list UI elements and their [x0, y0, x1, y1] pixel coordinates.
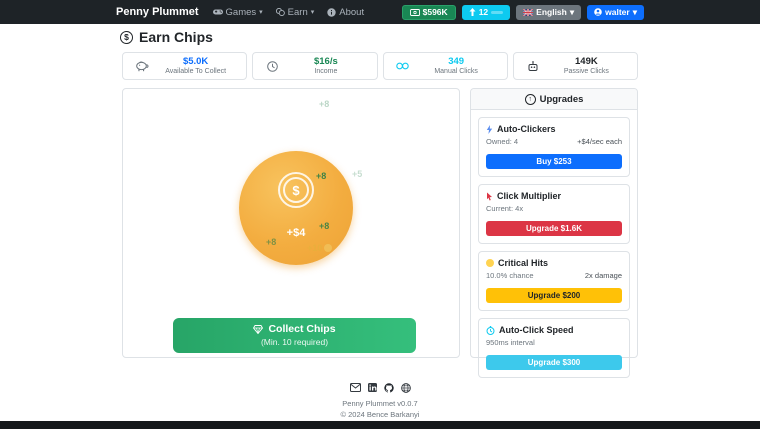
stat-label: Passive Clicks: [563, 67, 609, 75]
dollar-circle-icon: $: [120, 30, 133, 44]
upgrade-multiplier-button[interactable]: Upgrade $1.6K: [486, 221, 622, 236]
click-popup: +5: [352, 169, 363, 179]
chevron-down-icon: ▾: [259, 9, 263, 16]
upgrade-name: Click Multiplier: [497, 191, 562, 201]
stat-value: 149K: [575, 55, 598, 67]
upgrades-panel: ↑ Upgrades Auto-Clickers Owned: 4 +$4/se…: [470, 88, 638, 378]
stat-label: Income: [314, 67, 338, 75]
chevron-down-icon: ▾: [310, 9, 315, 16]
user-icon: [594, 8, 602, 16]
stat-value: $16/s: [313, 55, 338, 67]
bottom-bar: [0, 421, 760, 429]
stat-value: $5.0K: [182, 55, 209, 67]
crit-dot-icon: [486, 259, 494, 267]
upgrade-name: Auto-Click Speed: [499, 325, 574, 335]
nav-earn-label: Earn: [287, 6, 308, 18]
collect-label: Collect Chips: [268, 323, 336, 336]
clock-icon: [261, 60, 283, 72]
stat-available-to-collect: $5.0K Available To Collect: [122, 52, 248, 80]
upgrade-meta-left: 10.0% chance: [486, 271, 534, 280]
brand-title[interactable]: Penny Plummet: [116, 6, 199, 18]
page-title: Earn Chips: [139, 29, 213, 45]
level-up-icon: [469, 8, 476, 16]
github-icon[interactable]: [383, 383, 394, 393]
banknote-icon: [409, 8, 420, 16]
coin-click-value: +$4: [286, 227, 306, 239]
stat-label: Available To Collect: [165, 67, 227, 75]
upgrade-arrow-icon: ↑: [524, 93, 536, 105]
upgrade-auto-click-speed: Auto-Click Speed 950ms interval Upgrade …: [478, 318, 630, 378]
mini-coin-icon: [324, 244, 333, 252]
stat-passive-clicks: 149K Passive Clicks: [512, 52, 638, 80]
click-popup: +8: [316, 171, 327, 181]
app-version: Penny Plummet v0.0.7: [342, 399, 418, 408]
info-icon: [327, 7, 336, 17]
collect-sublabel: (Min. 10 required): [260, 336, 329, 347]
stats-row: $5.0K Available To Collect $16/s Income …: [122, 52, 638, 80]
navbar: Penny Plummet Games ▾ Earn ▾ About $596K: [0, 0, 760, 24]
robot-icon: [522, 60, 544, 72]
upgrade-auto-clickers: Auto-Clickers Owned: 4 +$4/sec each Buy …: [478, 117, 630, 177]
click-popup: +8: [266, 237, 277, 247]
upgrade-name: Critical Hits: [498, 258, 549, 268]
upgrade-meta-left: Current: 4x: [486, 204, 524, 213]
coins-icon: [275, 8, 285, 16]
upgrade-name: Auto-Clickers: [497, 124, 556, 134]
nav-about-label: About: [339, 6, 365, 18]
upgrade-meta-right: 2x damage: [584, 271, 622, 280]
upgrade-meta-left: Owned: 4: [486, 137, 519, 146]
copyright: © 2024 Bence Barkanyi: [340, 410, 420, 420]
language-value: English: [536, 7, 567, 17]
stat-value: 349: [448, 55, 465, 67]
big-coin[interactable]: $ +$4: [239, 151, 353, 265]
username-value: walter: [605, 7, 630, 17]
page-header: $ Earn Chips: [120, 29, 213, 45]
flag-icon: [523, 8, 534, 16]
buy-auto-clicker-button[interactable]: Buy $253: [486, 154, 622, 169]
level-value: 12: [478, 7, 489, 17]
user-menu[interactable]: walter ▾: [587, 4, 644, 20]
gamepad-icon: [212, 9, 223, 15]
level-badge[interactable]: 12: [461, 4, 511, 20]
email-icon[interactable]: [349, 383, 361, 393]
upgrades-header: ↑ Upgrades: [471, 89, 637, 110]
nav-games-label: Games: [225, 6, 257, 18]
collect-chips-button[interactable]: Collect Chips (Min. 10 required): [173, 318, 416, 353]
gem-icon: [253, 325, 264, 335]
nav-games[interactable]: Games ▾: [212, 6, 263, 18]
linkedin-icon[interactable]: [367, 383, 377, 393]
chevron-down-icon: ▾: [569, 6, 575, 17]
upgrade-click-multiplier: Click Multiplier Current: 4x Upgrade $1.…: [478, 184, 630, 244]
balance-value: $596K: [422, 7, 448, 17]
click-popup: +8: [319, 221, 330, 231]
click-popup: +8: [319, 99, 330, 109]
cursor-icon: [487, 192, 492, 200]
chevron-down-icon: ▾: [632, 6, 637, 17]
upgrades-title: Upgrades: [539, 93, 584, 105]
upgrade-critical-hits: Critical Hits 10.0% chance 2x damage Upg…: [478, 251, 630, 311]
cursor-click-icon: [392, 61, 414, 71]
nav-earn[interactable]: Earn ▾: [275, 6, 315, 18]
coin-reward-popup: +10: [307, 243, 333, 253]
stopwatch-icon: [486, 325, 495, 335]
lightning-icon: [486, 124, 493, 134]
balance-badge[interactable]: $596K: [401, 4, 456, 20]
globe-icon[interactable]: [400, 383, 411, 393]
upgrade-crit-button[interactable]: Upgrade $200: [486, 288, 622, 303]
upgrade-meta-left: 950ms interval: [486, 338, 535, 347]
upgrade-meta-right: +$4/sec each: [577, 137, 622, 146]
piggy-bank-icon: [131, 61, 153, 72]
nav-about[interactable]: About: [327, 7, 364, 18]
stat-income: $16/s Income: [252, 52, 378, 80]
game-canvas[interactable]: $ +$4 +8 +8 +8 +10 +8 +5 ✦ Collect Chips…: [122, 88, 460, 358]
xp-progress-bar: [491, 10, 504, 14]
coin-dollar-badge: $: [278, 172, 314, 208]
upgrade-speed-button[interactable]: Upgrade $300: [486, 355, 622, 370]
footer: Penny Plummet v0.0.7 © 2024 Bence Barkan…: [0, 383, 760, 421]
stat-label: Manual Clicks: [434, 67, 478, 75]
language-selector[interactable]: English ▾: [516, 4, 582, 20]
stat-manual-clicks: 349 Manual Clicks: [382, 52, 508, 80]
